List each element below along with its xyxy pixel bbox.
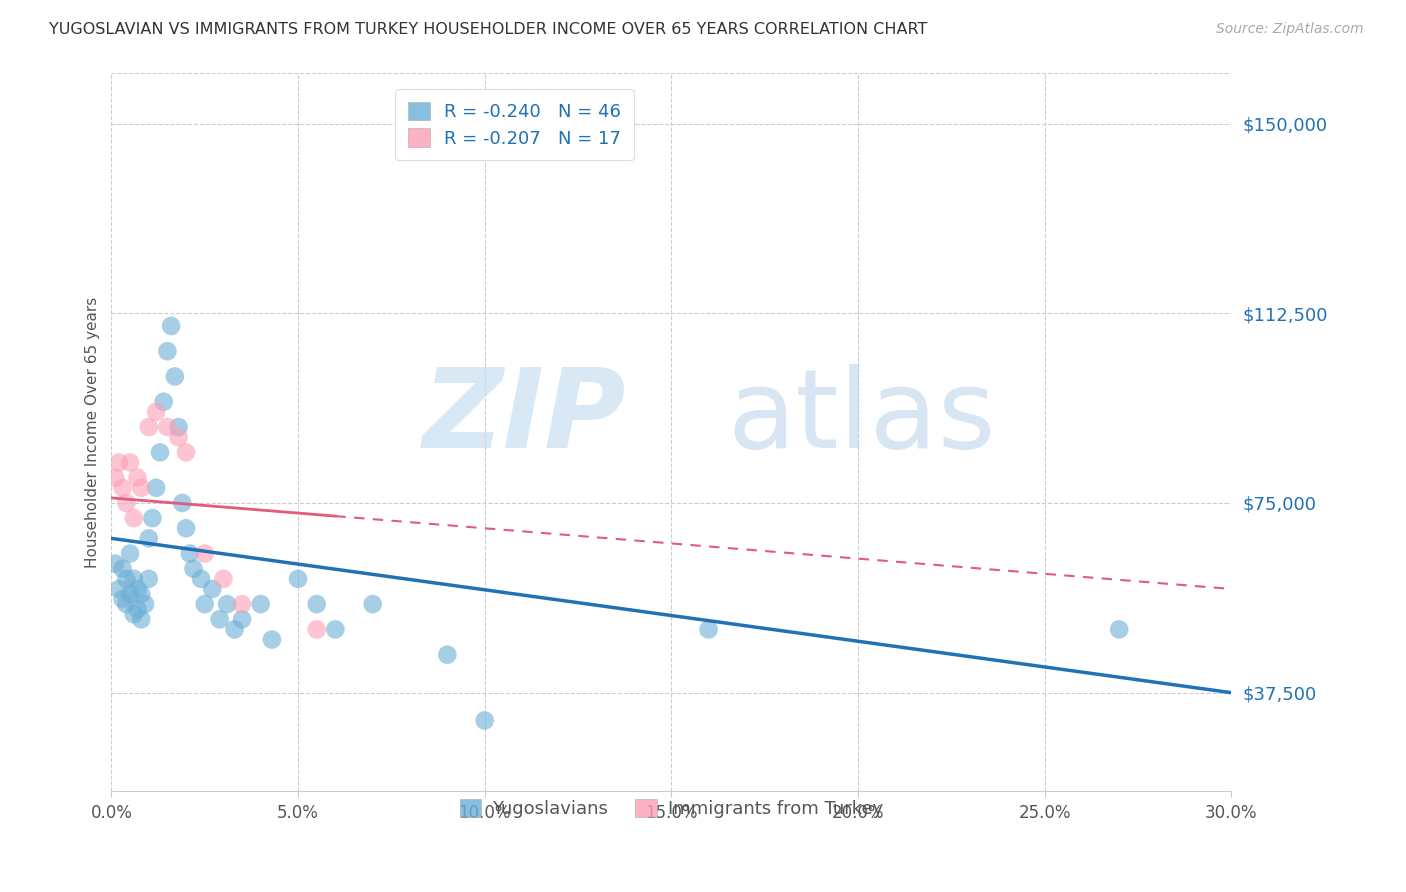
Text: ZIP: ZIP <box>423 364 627 471</box>
Point <box>115 572 138 586</box>
Point <box>194 547 217 561</box>
Point <box>122 511 145 525</box>
Point <box>122 572 145 586</box>
Point <box>249 597 271 611</box>
Point <box>179 547 201 561</box>
Point <box>120 587 142 601</box>
Point <box>231 612 253 626</box>
Point <box>127 582 149 596</box>
Legend: Yugoslavians, Immigrants from Turkey: Yugoslavians, Immigrants from Turkey <box>453 791 890 825</box>
Point <box>127 602 149 616</box>
Point <box>134 597 156 611</box>
Point <box>361 597 384 611</box>
Point <box>138 532 160 546</box>
Point <box>697 623 720 637</box>
Point <box>260 632 283 647</box>
Point <box>127 470 149 484</box>
Point <box>138 572 160 586</box>
Point <box>183 562 205 576</box>
Point <box>138 420 160 434</box>
Point <box>115 496 138 510</box>
Point <box>194 597 217 611</box>
Point <box>104 557 127 571</box>
Point <box>167 420 190 434</box>
Point <box>141 511 163 525</box>
Point <box>1108 623 1130 637</box>
Point <box>129 587 152 601</box>
Point <box>167 430 190 444</box>
Point <box>231 597 253 611</box>
Point <box>224 623 246 637</box>
Point <box>474 714 496 728</box>
Point <box>145 481 167 495</box>
Point <box>145 405 167 419</box>
Point <box>149 445 172 459</box>
Point <box>122 607 145 622</box>
Point <box>111 562 134 576</box>
Point <box>436 648 458 662</box>
Point <box>120 547 142 561</box>
Point <box>172 496 194 510</box>
Point <box>190 572 212 586</box>
Point <box>156 420 179 434</box>
Point <box>108 455 131 469</box>
Point <box>163 369 186 384</box>
Point <box>305 597 328 611</box>
Point <box>129 612 152 626</box>
Point <box>174 445 197 459</box>
Point <box>201 582 224 596</box>
Point <box>111 481 134 495</box>
Point <box>129 481 152 495</box>
Point <box>152 394 174 409</box>
Point <box>111 592 134 607</box>
Point <box>104 470 127 484</box>
Point <box>108 582 131 596</box>
Point <box>217 597 239 611</box>
Y-axis label: Householder Income Over 65 years: Householder Income Over 65 years <box>86 296 100 568</box>
Point <box>115 597 138 611</box>
Point <box>287 572 309 586</box>
Point <box>208 612 231 626</box>
Point <box>212 572 235 586</box>
Point <box>174 521 197 535</box>
Point <box>160 318 183 333</box>
Text: YUGOSLAVIAN VS IMMIGRANTS FROM TURKEY HOUSEHOLDER INCOME OVER 65 YEARS CORRELATI: YUGOSLAVIAN VS IMMIGRANTS FROM TURKEY HO… <box>49 22 928 37</box>
Point <box>305 623 328 637</box>
Text: atlas: atlas <box>727 364 995 471</box>
Point <box>325 623 347 637</box>
Text: Source: ZipAtlas.com: Source: ZipAtlas.com <box>1216 22 1364 37</box>
Point <box>120 455 142 469</box>
Point <box>156 344 179 359</box>
